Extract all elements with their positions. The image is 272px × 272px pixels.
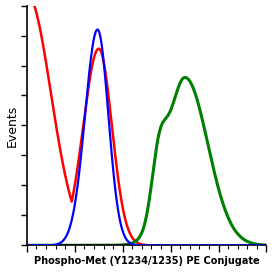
X-axis label: Phospho-Met (Y1234/1235) PE Conjugate: Phospho-Met (Y1234/1235) PE Conjugate — [34, 256, 259, 267]
Y-axis label: Events: Events — [5, 104, 18, 147]
